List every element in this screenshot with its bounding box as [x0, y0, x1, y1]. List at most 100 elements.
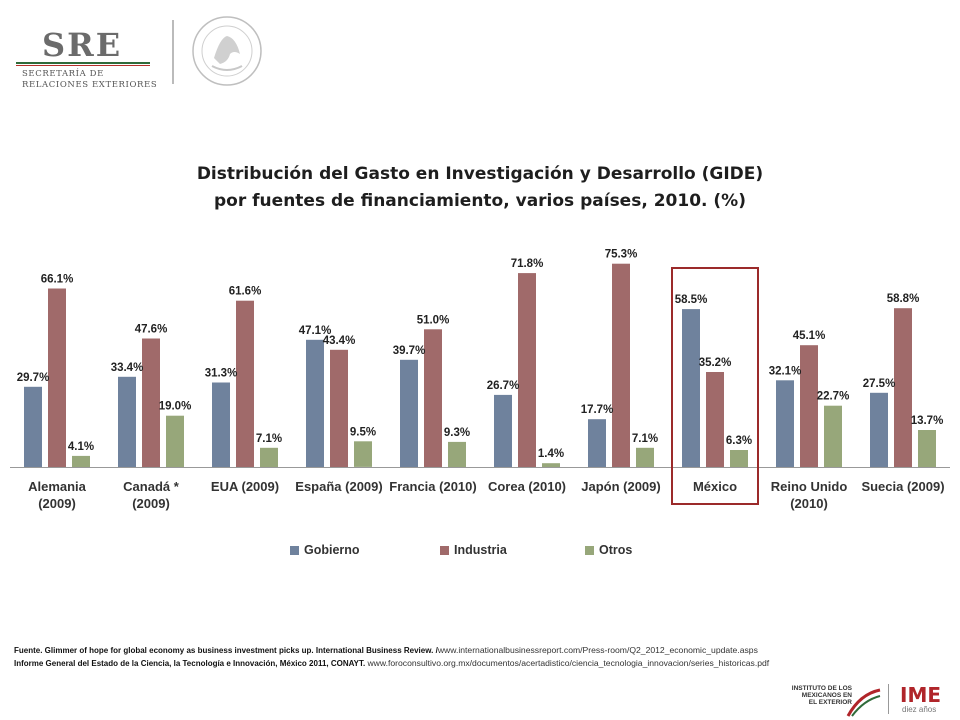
institute-line3: EL EXTERIOR [808, 699, 852, 706]
category-label-8-0: Reino Unido [771, 479, 848, 494]
category-label-1-1: (2009) [132, 496, 170, 511]
source-line-2: Informe General del Estado de la Ciencia… [14, 657, 954, 670]
data-label-industria-5: 71.8% [511, 258, 544, 270]
data-label-gobierno-2: 31.3% [205, 368, 238, 380]
data-label-gobierno-9: 27.5% [863, 378, 896, 390]
source-line-2-text: Informe General del Estado de la Ciencia… [14, 659, 368, 668]
legend-label-otros: Otros [599, 543, 633, 557]
category-label-6-0: Japón (2009) [581, 479, 660, 494]
institute-line2: MEXICANOS EN [801, 692, 852, 699]
data-label-gobierno-5: 26.7% [487, 380, 520, 392]
legend-swatch-otros [585, 545, 594, 555]
data-label-gobierno-8: 32.1% [769, 365, 802, 377]
category-label-5-0: Corea (2010) [488, 479, 566, 494]
bar-industria-0 [48, 288, 66, 467]
category-label-8-1: (2010) [790, 496, 828, 511]
header-divider [172, 20, 174, 84]
ime-swoosh-icon [846, 688, 881, 717]
bar-gobierno-1 [118, 376, 136, 467]
data-label-industria-4: 51.0% [417, 314, 450, 326]
bar-industria-4 [424, 329, 442, 467]
legend-item-otros: Otros [585, 543, 632, 557]
bar-gobierno-9 [870, 392, 888, 468]
sre-red-rule [16, 65, 150, 66]
legend-label-gobierno: Gobierno [304, 543, 360, 557]
bar-otros-4 [448, 441, 466, 467]
data-label-otros-7: 6.3% [726, 435, 752, 447]
bar-industria-9 [894, 308, 912, 467]
institute-name: INSTITUTO DE LOS MEXICANOS EN EL EXTERIO… [762, 685, 852, 706]
data-label-otros-0: 4.1% [68, 441, 94, 453]
sre-subtitle-line2: RELACIONES EXTERIORES [22, 80, 158, 90]
category-label-0-1: (2009) [38, 496, 76, 511]
data-label-otros-4: 9.3% [444, 427, 470, 439]
bar-otros-8 [824, 405, 842, 467]
bar-industria-5 [518, 273, 536, 467]
bar-otros-0 [72, 455, 90, 467]
legend-swatch-gobierno [290, 545, 299, 555]
category-label-4-0: Francia (2010) [389, 479, 476, 494]
data-label-industria-1: 47.6% [135, 324, 168, 336]
data-label-gobierno-6: 17.7% [581, 404, 614, 416]
legend-label-industria: Industria [454, 543, 507, 557]
chart-title: Distribución del Gasto en Investigación … [0, 161, 960, 215]
institute-line1: INSTITUTO DE LOS [791, 685, 852, 692]
legend-item-industria: Industria [440, 543, 507, 557]
data-label-otros-1: 19.0% [159, 401, 192, 413]
data-label-otros-6: 7.1% [632, 433, 658, 445]
category-label-0-0: Alemania [28, 479, 87, 494]
legend-item-gobierno: Gobierno [290, 543, 360, 557]
data-label-industria-7: 35.2% [699, 357, 732, 369]
chart-legend: Gobierno Industria Otros [290, 543, 690, 561]
mexico-highlight-box [671, 267, 759, 505]
source-note: Fuente. Glimmer of hope for global econo… [14, 644, 954, 670]
data-label-otros-2: 7.1% [256, 433, 282, 445]
data-label-industria-9: 58.8% [887, 293, 920, 305]
bar-otros-5 [542, 463, 560, 467]
data-label-industria-8: 45.1% [793, 330, 826, 342]
bar-gobierno-6 [588, 419, 606, 467]
data-label-gobierno-7: 58.5% [675, 294, 708, 306]
bar-chart: 29.7% 66.1% 4.1% 33.4% 47.6% 19.0% 31.3% 61.6% 7… [10, 249, 950, 511]
bar-otros-7 [730, 450, 748, 467]
bar-gobierno-0 [24, 386, 42, 467]
bar-gobierno-5 [494, 394, 512, 467]
category-label-9-0: Suecia (2009) [861, 479, 944, 494]
data-label-otros-9: 13.7% [911, 415, 944, 427]
bar-industria-8 [800, 345, 818, 467]
data-label-otros-3: 9.5% [350, 426, 376, 438]
data-label-otros-5: 1.4% [538, 448, 564, 460]
data-label-industria-2: 61.6% [229, 286, 262, 298]
sre-subtitle-line1: SECRETARÍA DE [22, 69, 104, 79]
source-link-2[interactable]: www.foroconsultivo.org.mx/documentos/ace… [367, 658, 770, 668]
bar-industria-7 [706, 372, 724, 467]
category-label-3-0: España (2009) [295, 479, 382, 494]
chart-title-line2: por fuentes de financiamiento, varios pa… [214, 191, 746, 211]
data-label-gobierno-0: 29.7% [17, 372, 50, 384]
bar-gobierno-3 [306, 339, 324, 467]
ime-divider [888, 684, 889, 714]
sre-green-rule [16, 62, 150, 64]
data-label-industria-6: 75.3% [605, 249, 638, 261]
bar-otros-9 [918, 430, 936, 467]
category-label-1-0: Canadá * [123, 479, 180, 494]
data-label-gobierno-1: 33.4% [111, 362, 144, 374]
category-label-7-0: México [693, 479, 737, 494]
data-label-industria-3: 43.4% [323, 335, 356, 347]
bar-gobierno-4 [400, 359, 418, 467]
source-line-1-text: Fuente. Glimmer of hope for global econo… [14, 646, 438, 655]
source-line-1: Fuente. Glimmer of hope for global econo… [14, 644, 954, 657]
chart-title-line1: Distribución del Gasto en Investigación … [196, 164, 764, 184]
national-seal-icon [192, 16, 262, 86]
bar-industria-3 [330, 349, 348, 467]
sre-logo-text: SRE [42, 26, 123, 64]
bar-otros-2 [260, 447, 278, 467]
bar-otros-1 [166, 415, 184, 467]
source-link-1[interactable]: www.internationalbusinessreport.com/Pres… [437, 645, 758, 655]
bar-otros-6 [636, 447, 654, 467]
ime-logo-text: IME [900, 683, 942, 707]
legend-swatch-industria [440, 545, 449, 555]
data-label-industria-0: 66.1% [41, 274, 74, 286]
data-label-otros-8: 22.7% [817, 391, 850, 403]
bar-gobierno-8 [776, 380, 794, 467]
